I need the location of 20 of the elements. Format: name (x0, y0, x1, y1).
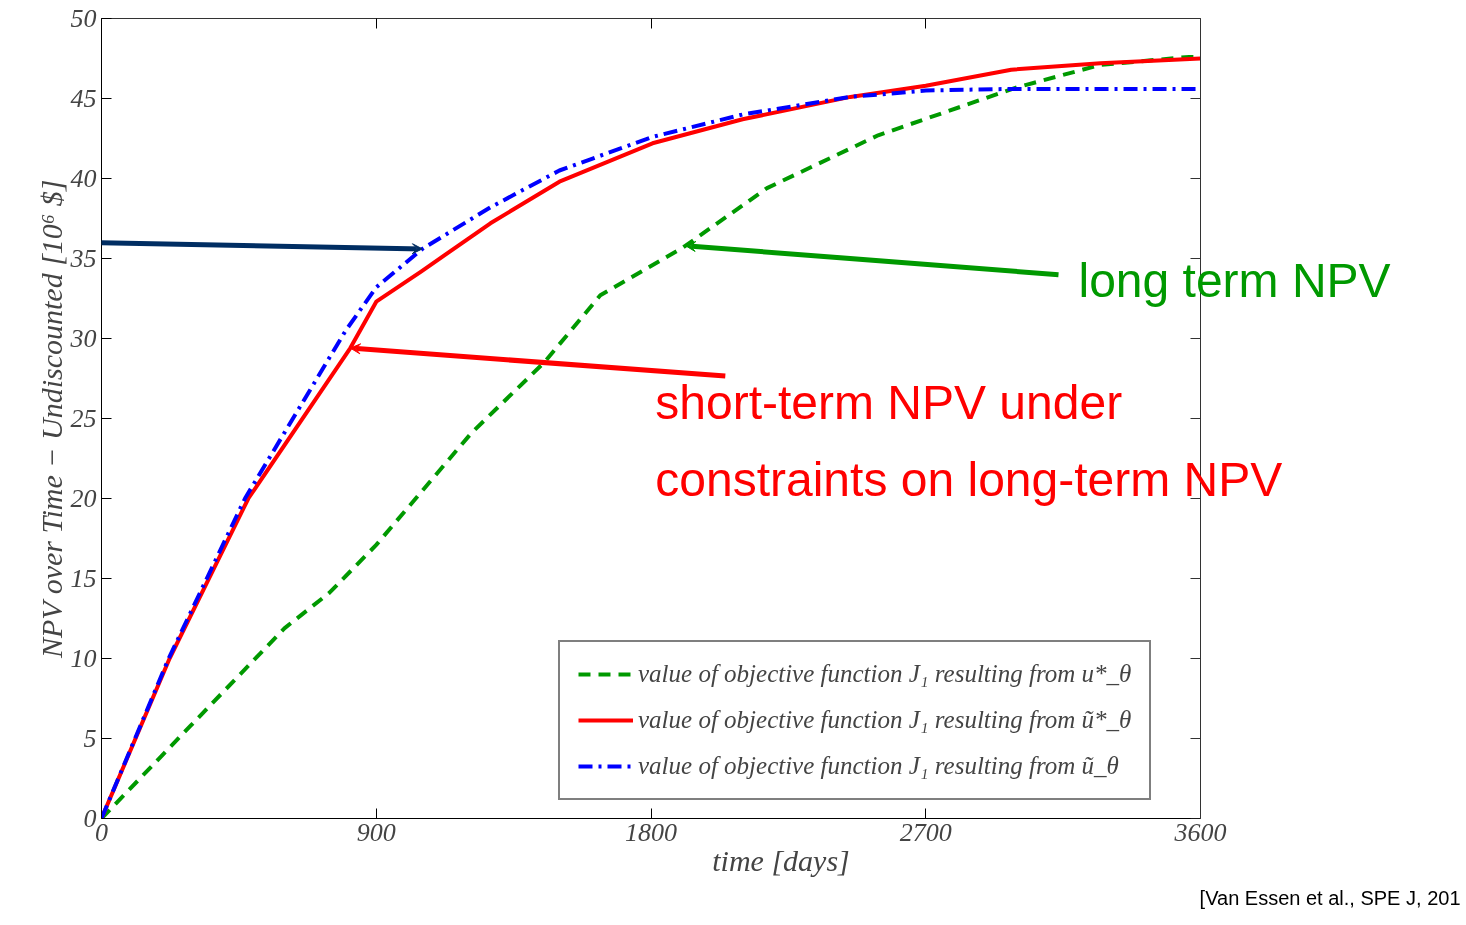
x-axis-title: time [days] (712, 843, 850, 877)
y-tick-label: 30 (69, 324, 97, 353)
x-tick-label: 3600 (1173, 817, 1227, 847)
y-tick-label: 45 (70, 84, 97, 113)
x-tick-label: 2700 (899, 817, 952, 847)
y-tick-label: 35 (69, 244, 97, 273)
x-tick-label: 1800 (625, 817, 677, 847)
legend-label: value of objective function J₁ resulting from u*_θ (638, 660, 1132, 688)
y-tick-label: 5 (83, 724, 97, 753)
y-tick-label: 40 (70, 164, 97, 193)
y-tick-label: 20 (70, 484, 97, 513)
x-tick-label: 900 (356, 817, 396, 847)
text: [Van Essen et al., SPE J, 201 (1199, 886, 1461, 909)
legend-label: value of objective function J₁ resulting from ũ_θ (638, 752, 1119, 780)
legend-label: value of objective function J₁ resulting from ũ*_θ (638, 706, 1132, 734)
y-tick-label: 15 (70, 564, 97, 593)
y-axis-title: NPV over Time − Undiscounted [10⁶ $] (34, 179, 68, 659)
y-tick-label: 10 (70, 644, 97, 673)
y-tick-label: 25 (70, 404, 97, 433)
y-tick-label: 50 (70, 4, 97, 33)
